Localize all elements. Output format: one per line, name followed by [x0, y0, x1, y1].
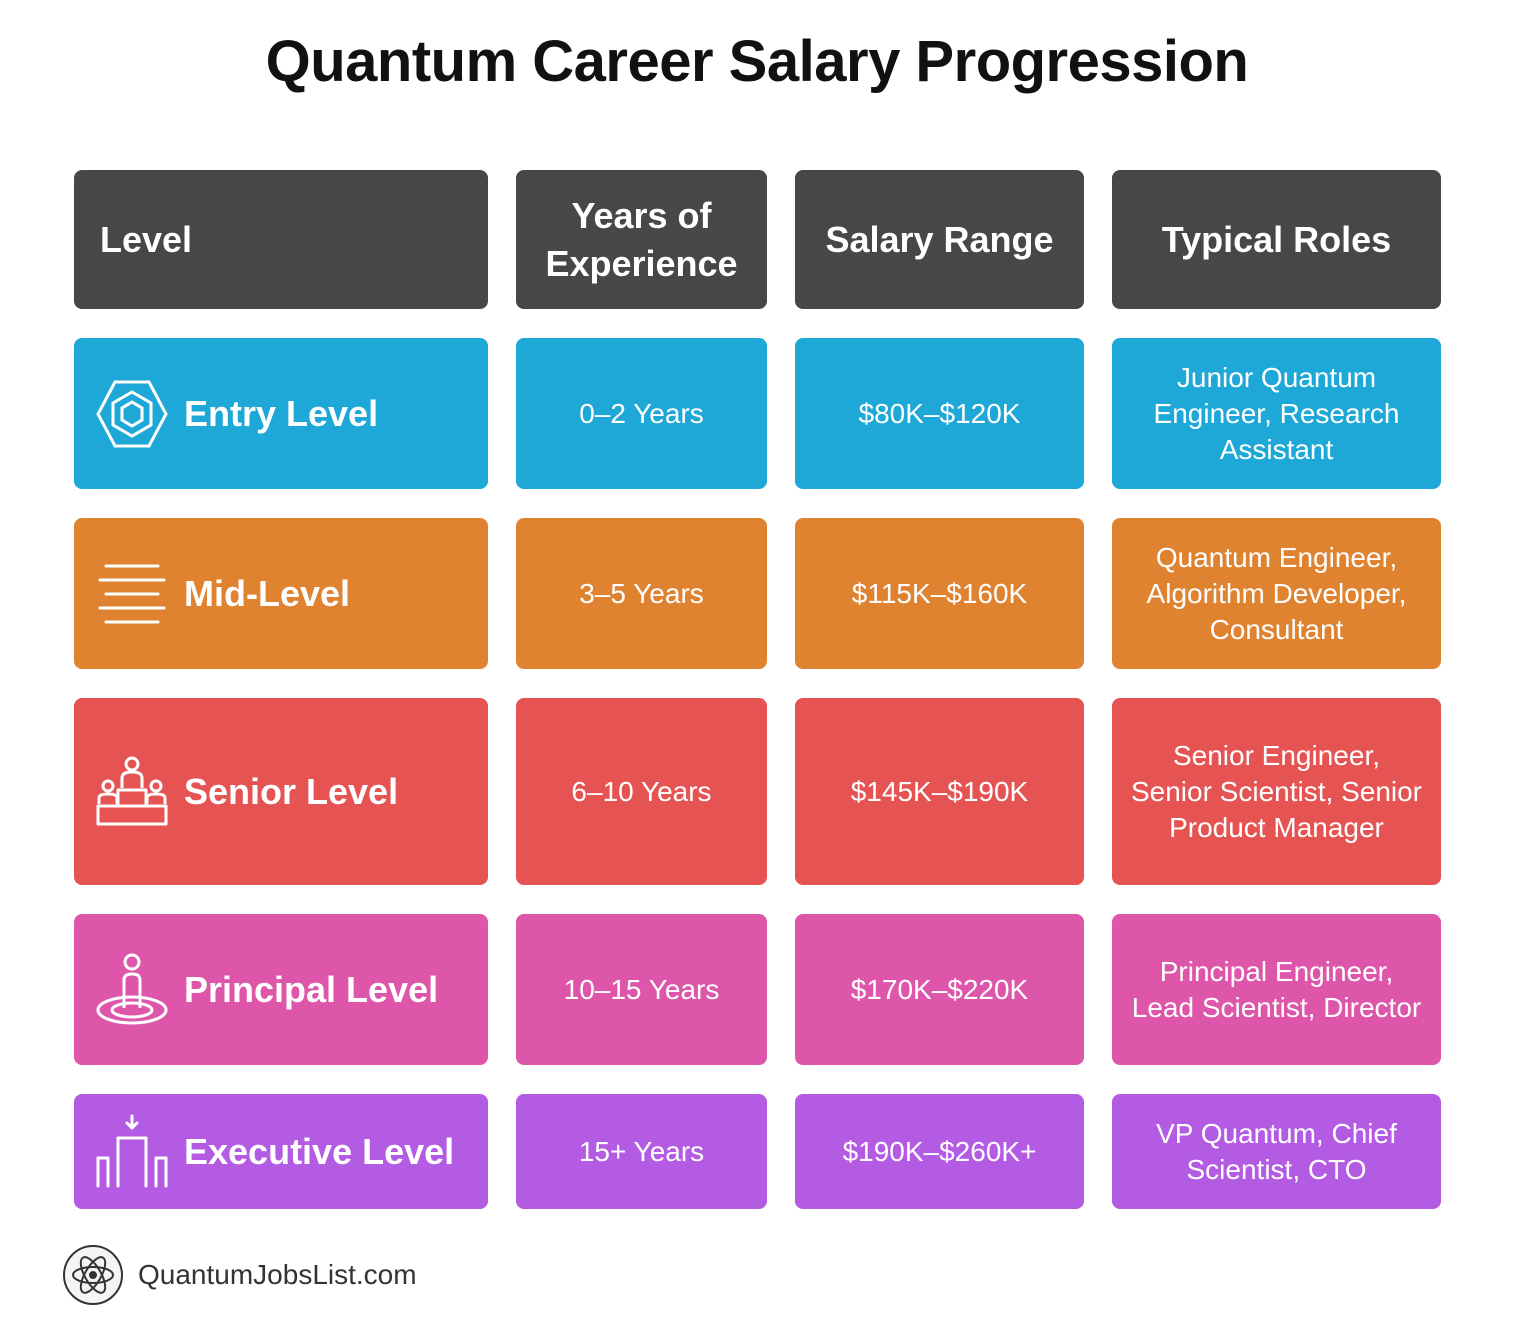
level-cell-executive: Executive Level: [74, 1094, 488, 1209]
footer: QuantumJobsList.com: [62, 1244, 417, 1306]
roles-cell: VP Quantum, Chief Scientist, CTO: [1112, 1094, 1441, 1209]
roles-cell: Junior Quantum Engineer, Research Assist…: [1112, 338, 1441, 489]
salary-cell: $145K–$190K: [795, 698, 1084, 885]
person-on-target-icon: [94, 952, 170, 1028]
level-cell-mid: Mid-Level: [74, 518, 488, 669]
years-cell: 10–15 Years: [516, 914, 767, 1065]
years-cell: 0–2 Years: [516, 338, 767, 489]
page-title: Quantum Career Salary Progression: [265, 29, 1249, 94]
salary-cell: $170K–$220K: [795, 914, 1084, 1065]
level-cell-senior: Senior Level: [74, 698, 488, 885]
building-arrow-icon: [94, 1114, 170, 1190]
level-cell-entry: Entry Level: [74, 338, 488, 489]
header-roles: Typical Roles: [1112, 170, 1441, 309]
salary-cell: $80K–$120K: [795, 338, 1084, 489]
level-label: Entry Level: [184, 392, 379, 434]
roles-cell: Senior Engineer, Senior Scientist, Senio…: [1112, 698, 1441, 885]
level-label: Executive Level: [184, 1130, 455, 1172]
salary-cell: $190K–$260K+: [795, 1094, 1084, 1209]
years-cell: 6–10 Years: [516, 698, 767, 885]
level-label: Mid-Level: [184, 572, 351, 614]
level-label: Senior Level: [184, 770, 399, 812]
stacked-lines-icon: [94, 556, 170, 632]
hexagon-icon: [94, 376, 170, 452]
header-years: Years of Experience: [516, 170, 767, 309]
roles-cell: Principal Engineer, Lead Scientist, Dire…: [1112, 914, 1441, 1065]
salary-cell: $115K–$160K: [795, 518, 1084, 669]
header-level: Level: [74, 170, 488, 309]
level-label: Principal Level: [184, 968, 439, 1010]
header-salary: Salary Range: [795, 170, 1084, 309]
roles-cell: Quantum Engineer, Algorithm Developer, C…: [1112, 518, 1441, 669]
atom-icon: [62, 1244, 124, 1306]
podium-people-icon: [94, 754, 170, 830]
site-name[interactable]: QuantumJobsList.com: [138, 1259, 417, 1290]
years-cell: 15+ Years: [516, 1094, 767, 1209]
level-cell-principal: Principal Level: [74, 914, 488, 1065]
years-cell: 3–5 Years: [516, 518, 767, 669]
